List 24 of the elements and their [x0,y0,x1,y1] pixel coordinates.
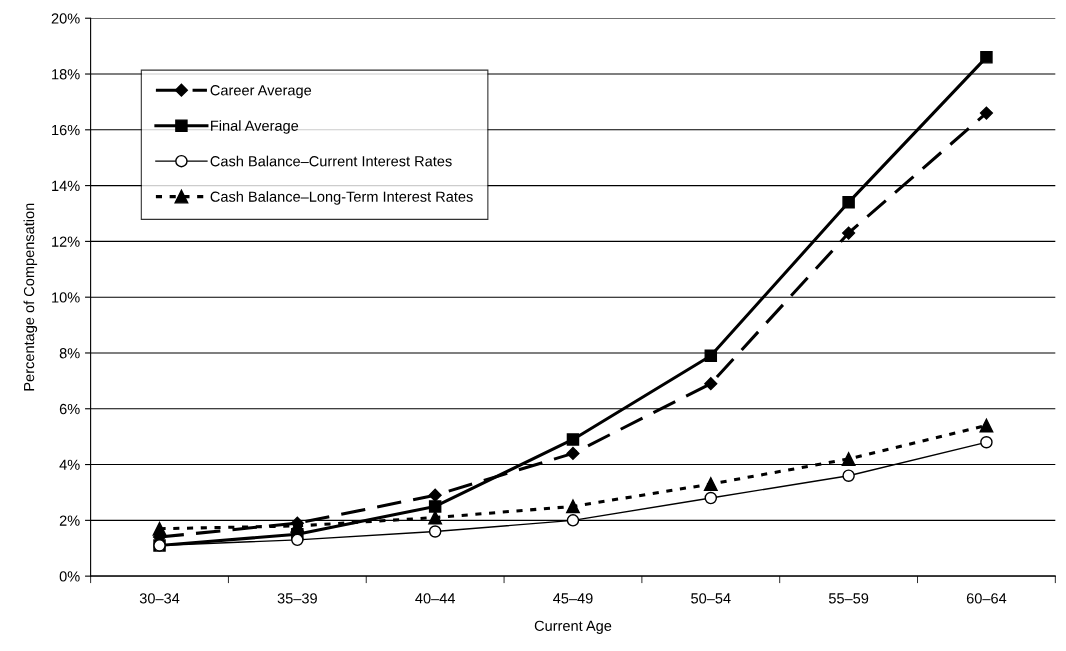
y-tick-label: 14% [52,180,80,191]
legend-label: Cash Balance–Long-Term Interest Rates [210,191,473,205]
y-axis-title: Percentage of Compensation [23,203,38,391]
y-tick-label: 10% [52,292,80,303]
y-tick-label: 0% [59,571,80,582]
x-tick-label: 45–49 [553,593,593,604]
legend-label: Cash Balance–Current Interest Rates [210,155,452,167]
y-tick-label: 16% [52,124,80,136]
x-tick-label: 40–44 [415,593,456,604]
y-tick-label: 4% [59,459,80,470]
x-tick-label: 50–54 [691,593,731,604]
y-tick-label: 18% [52,69,80,80]
y-tick-label: 20% [51,13,80,24]
x-tick-label: 55–59 [828,593,869,604]
legend-label: Career Average [210,85,312,99]
x-tick-label: 30–34 [139,593,180,604]
x-axis-title: Current Age [534,620,612,634]
y-tick-label: 8% [59,348,80,359]
x-tick-label: 60–64 [966,593,1007,604]
y-tick-label: 12% [52,236,80,247]
x-tick-label: 35–39 [277,593,317,604]
y-tick-label: 2% [59,515,80,526]
legend-label: Final Average [211,120,299,134]
y-tick-label: 6% [59,403,80,415]
